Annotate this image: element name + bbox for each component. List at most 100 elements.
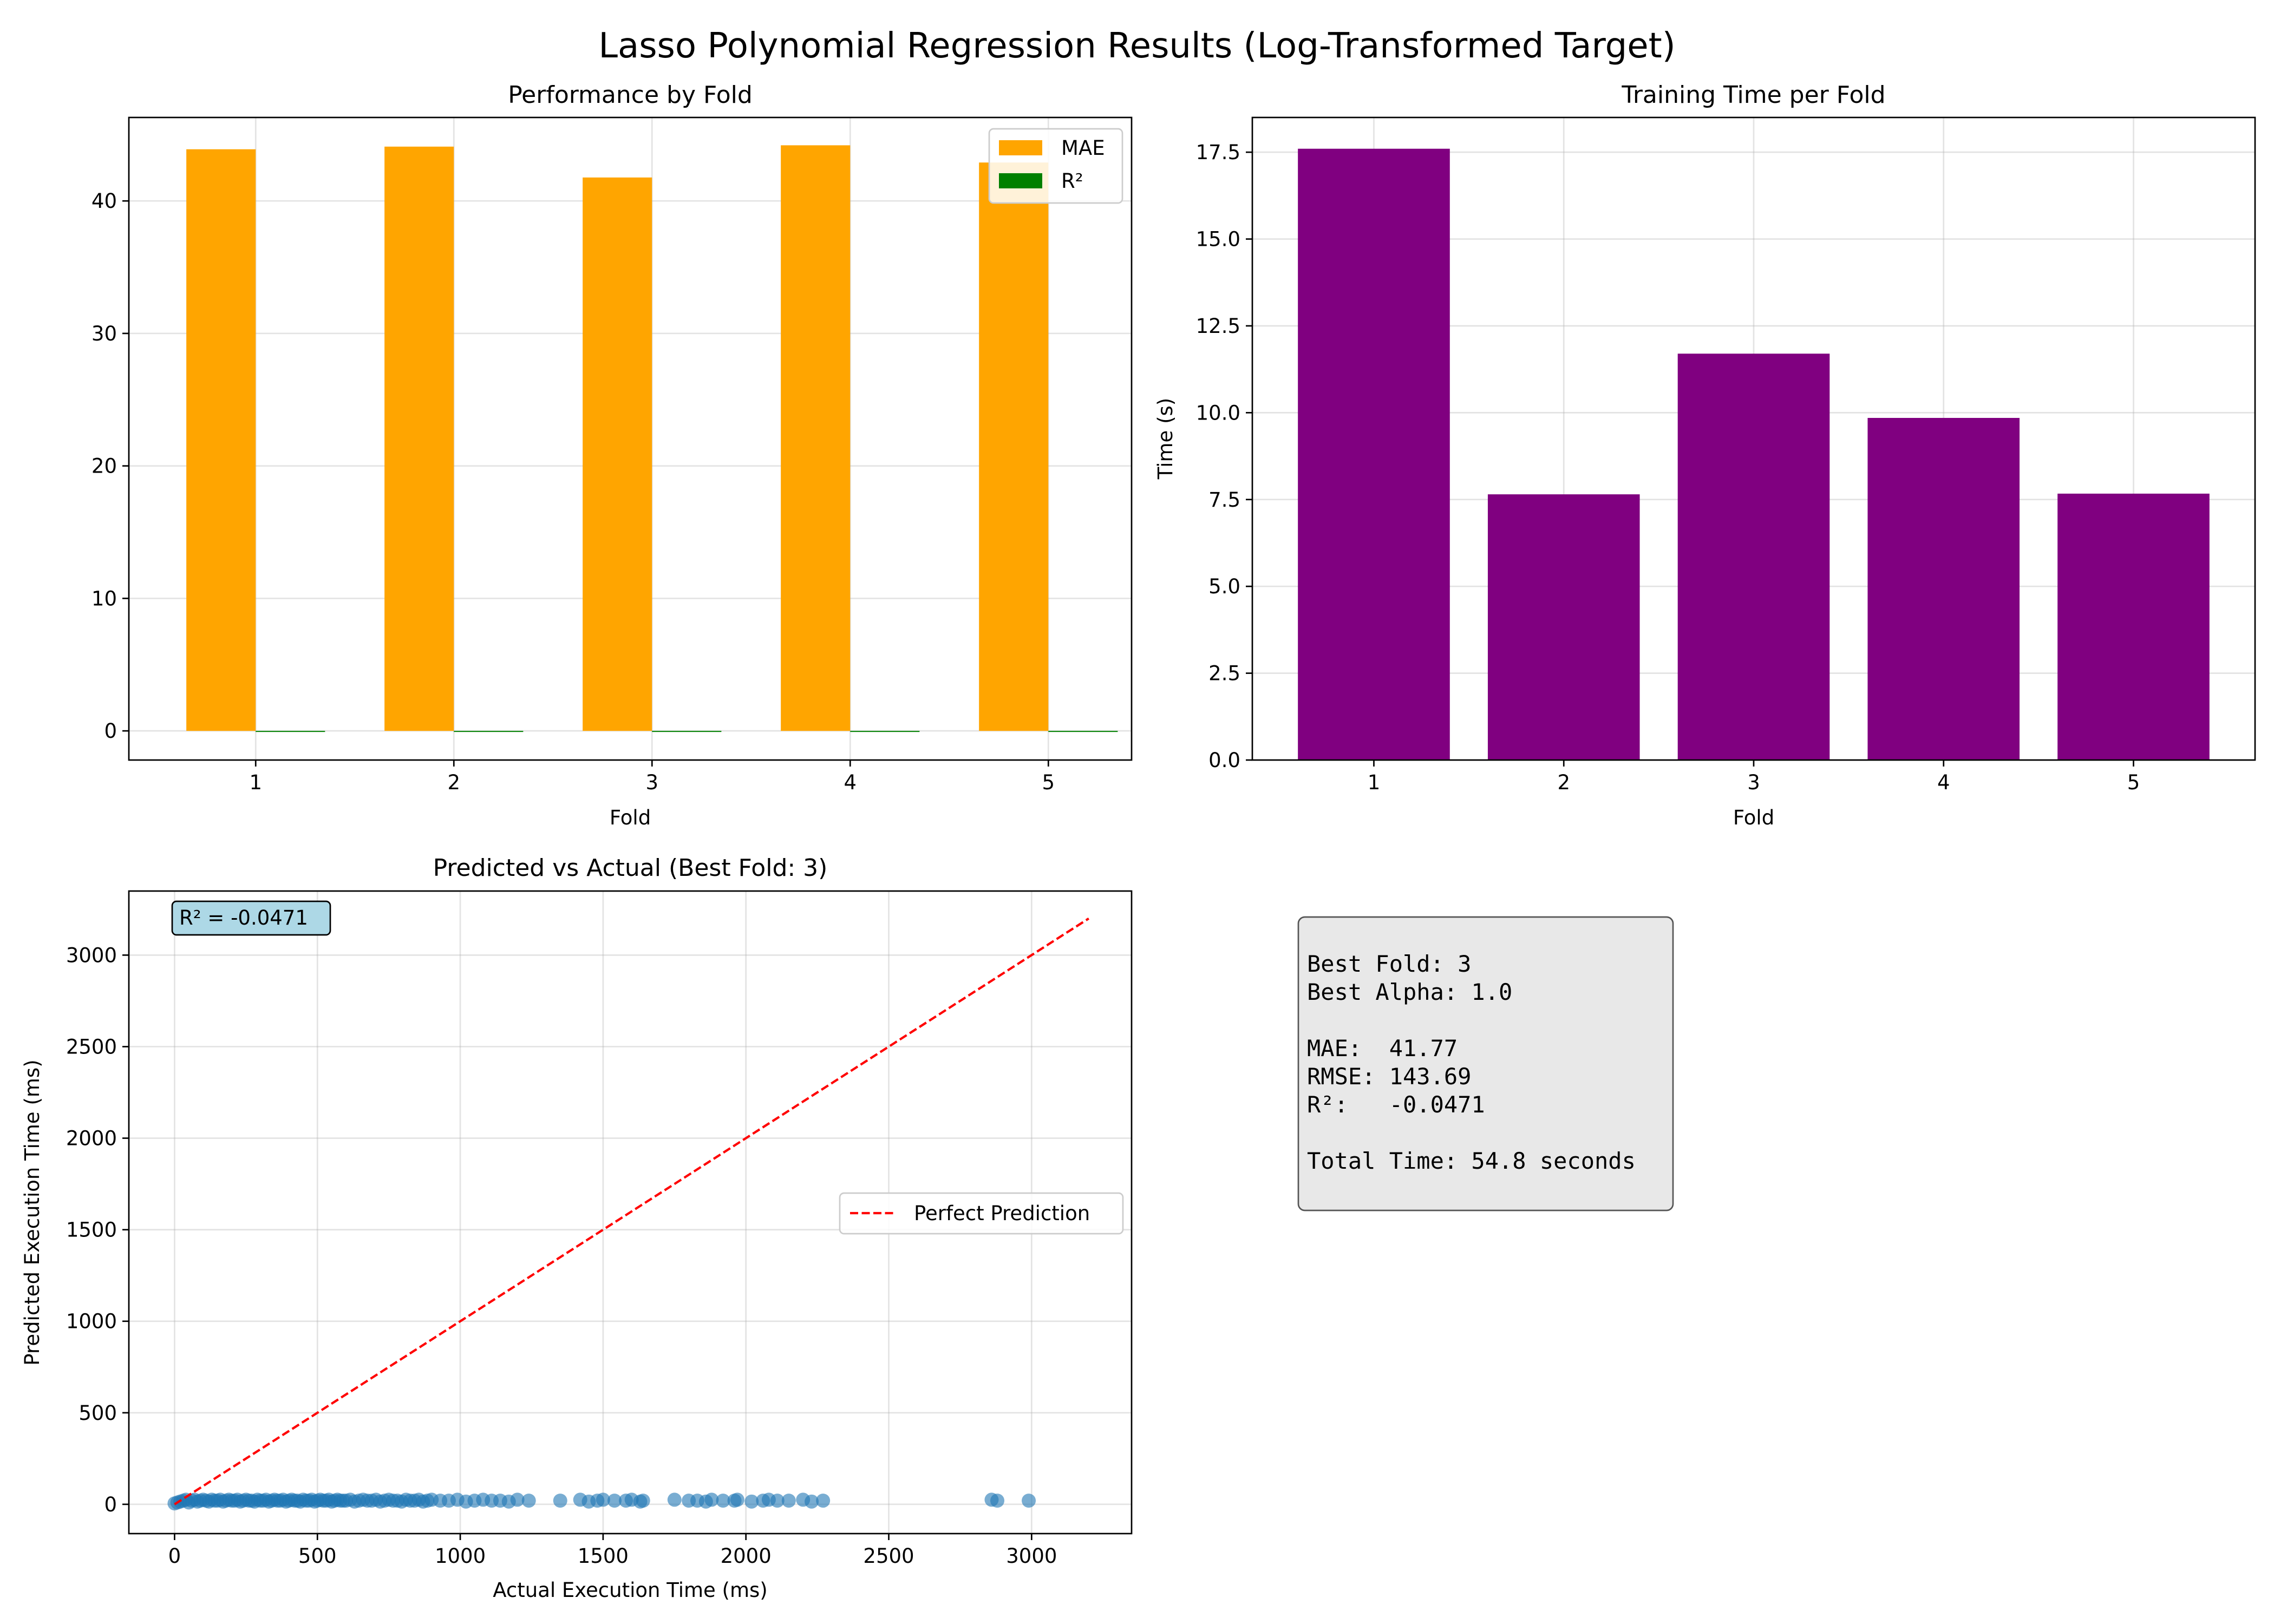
bar-time-fold-5 [2057, 493, 2210, 760]
ytick-label-0-0: 0.0 [1208, 749, 1240, 772]
bar-mae-fold-3 [583, 177, 652, 731]
scatter-point [805, 1494, 819, 1509]
r2-annotation-box [171, 900, 331, 936]
scatter-point [1022, 1494, 1036, 1508]
scatter-point [521, 1494, 536, 1508]
xtick-label-4: 4 [844, 771, 857, 794]
xtick-label-1500: 1500 [578, 1544, 629, 1568]
ytick-label-1500: 1500 [66, 1219, 117, 1242]
ytick-label-17-5: 17.5 [1196, 141, 1240, 164]
legend-label-r2: R² [1061, 169, 1083, 193]
xtick-label-2500: 2500 [863, 1544, 914, 1568]
bar-r-fold-5 [1048, 731, 1118, 732]
bar-time-fold-1 [1298, 148, 1450, 760]
xtick-label-2: 2 [1557, 771, 1570, 794]
scatter-point [596, 1492, 610, 1507]
xtick-label-4: 4 [1937, 771, 1950, 794]
scatter-point [716, 1494, 730, 1508]
bar-mae-fold-1 [186, 149, 256, 731]
performance-axes-frame [128, 116, 1133, 761]
xtick-label-0: 0 [168, 1544, 181, 1568]
bar-time-fold-2 [1487, 494, 1640, 760]
predicted-vs-actual-chart: Predicted vs Actual (Best Fold: 3) 0 500 1… [21, 854, 1133, 1602]
xtick-label-2000: 2000 [721, 1544, 772, 1568]
training-time-chart: Training Time per Fold 1 2 3 4 5 0.0 2.5 5.0 7.5… [1154, 81, 2256, 829]
r2-annotation-text: R² = -0.0471 [179, 906, 308, 929]
figure-suptitle: Lasso Polynomial Regression Results (Log… [598, 26, 1675, 66]
r2-annotation: R² = -0.0471 [171, 900, 331, 936]
scatter-point [744, 1494, 759, 1509]
scatter-title: Predicted vs Actual (Best Fold: 3) [433, 854, 828, 882]
ytick-label-2000: 2000 [66, 1127, 117, 1150]
ytick-label-20: 20 [92, 455, 117, 478]
perfect-prediction-line [174, 917, 1089, 1505]
scatter-point [510, 1492, 525, 1507]
performance-chart-title: Performance by Fold [508, 81, 753, 109]
ytick-label-15-0: 15.0 [1196, 228, 1240, 251]
summary-line: Total Time: 54.8 seconds [1307, 1148, 1636, 1174]
ytick-label-7-5: 7.5 [1208, 488, 1240, 512]
scatter-point [816, 1494, 831, 1508]
scatter-legend-box [839, 1192, 1124, 1235]
ytick-label-0: 0 [104, 719, 117, 743]
training-time-title: Training Time per Fold [1621, 81, 1885, 109]
xtick-label-500: 500 [298, 1544, 337, 1568]
summary-line: Best Alpha: 1.0 [1307, 979, 1512, 1005]
ytick-label-2-5: 2.5 [1208, 662, 1240, 685]
summary-line: Best Fold: 3 [1307, 951, 1471, 977]
scatter-xlabel: Actual Execution Time (ms) [493, 1579, 768, 1602]
performance-ticks: 1 2 3 4 5 0 10 20 30 40 [92, 189, 1055, 794]
xtick-label-1: 1 [1368, 771, 1381, 794]
scatter-point [704, 1492, 719, 1507]
scatter-point [667, 1492, 682, 1507]
ytick-label-5-0: 5.0 [1208, 575, 1240, 598]
xtick-label-3: 3 [1747, 771, 1760, 794]
ytick-label-2500: 2500 [66, 1035, 117, 1058]
ytick-label-30: 30 [92, 322, 117, 345]
summary-line: RMSE: 143.69 [1307, 1063, 1471, 1090]
bar-mae-fold-4 [781, 145, 851, 731]
scatter-point [770, 1494, 785, 1508]
scatter-point [781, 1494, 796, 1508]
bar-mae-fold-5 [979, 162, 1049, 731]
bar-time-fold-4 [1867, 418, 2020, 760]
ytick-label-1000: 1000 [66, 1310, 117, 1333]
scatter-point [636, 1494, 650, 1508]
scatter-point [730, 1492, 744, 1507]
ytick-label-10: 10 [92, 587, 117, 610]
ytick-label-12-5: 12.5 [1196, 315, 1240, 338]
legend-swatch-mae [999, 140, 1042, 155]
training-time-ylabel: Time (s) [1154, 398, 1177, 480]
performance-legend: MAE R² [988, 128, 1123, 204]
scatter-grid [129, 891, 1132, 1534]
xtick-label-5: 5 [2127, 771, 2140, 794]
ytick-label-40: 40 [92, 189, 117, 213]
scatter-points [167, 1492, 1036, 1511]
summary-line: MAE: 41.77 [1307, 1035, 1458, 1062]
scatter-point [553, 1494, 567, 1508]
xtick-label-1: 1 [249, 771, 262, 794]
scatter-ylabel: Predicted Execution Time (ms) [21, 1059, 44, 1365]
xtick-label-3000: 3000 [1006, 1544, 1057, 1568]
summary-line: R²: -0.0471 [1307, 1091, 1485, 1118]
bar-r-fold-3 [652, 731, 722, 732]
legend-label-perfect-prediction: Perfect Prediction [914, 1202, 1090, 1225]
scatter-axes-frame [128, 890, 1133, 1535]
xtick-label-3: 3 [645, 771, 658, 794]
scatter-point [607, 1494, 622, 1508]
ytick-label-10-0: 10.0 [1196, 401, 1240, 424]
training-time-ticks: 1 2 3 4 5 0.0 2.5 5.0 7.5 10.0 12.5 15.0 17.5 [1196, 141, 2140, 794]
legend-label-mae: MAE [1061, 136, 1105, 160]
xtick-label-5: 5 [1042, 771, 1055, 794]
bar-r-fold-4 [850, 731, 920, 732]
ytick-label-3000: 3000 [66, 944, 117, 967]
xtick-label-1000: 1000 [435, 1544, 486, 1568]
summary-box-background [1297, 916, 1674, 1212]
bar-time-fold-3 [1677, 353, 1830, 760]
performance-bars [186, 145, 1118, 732]
ytick-label-500: 500 [79, 1402, 117, 1425]
